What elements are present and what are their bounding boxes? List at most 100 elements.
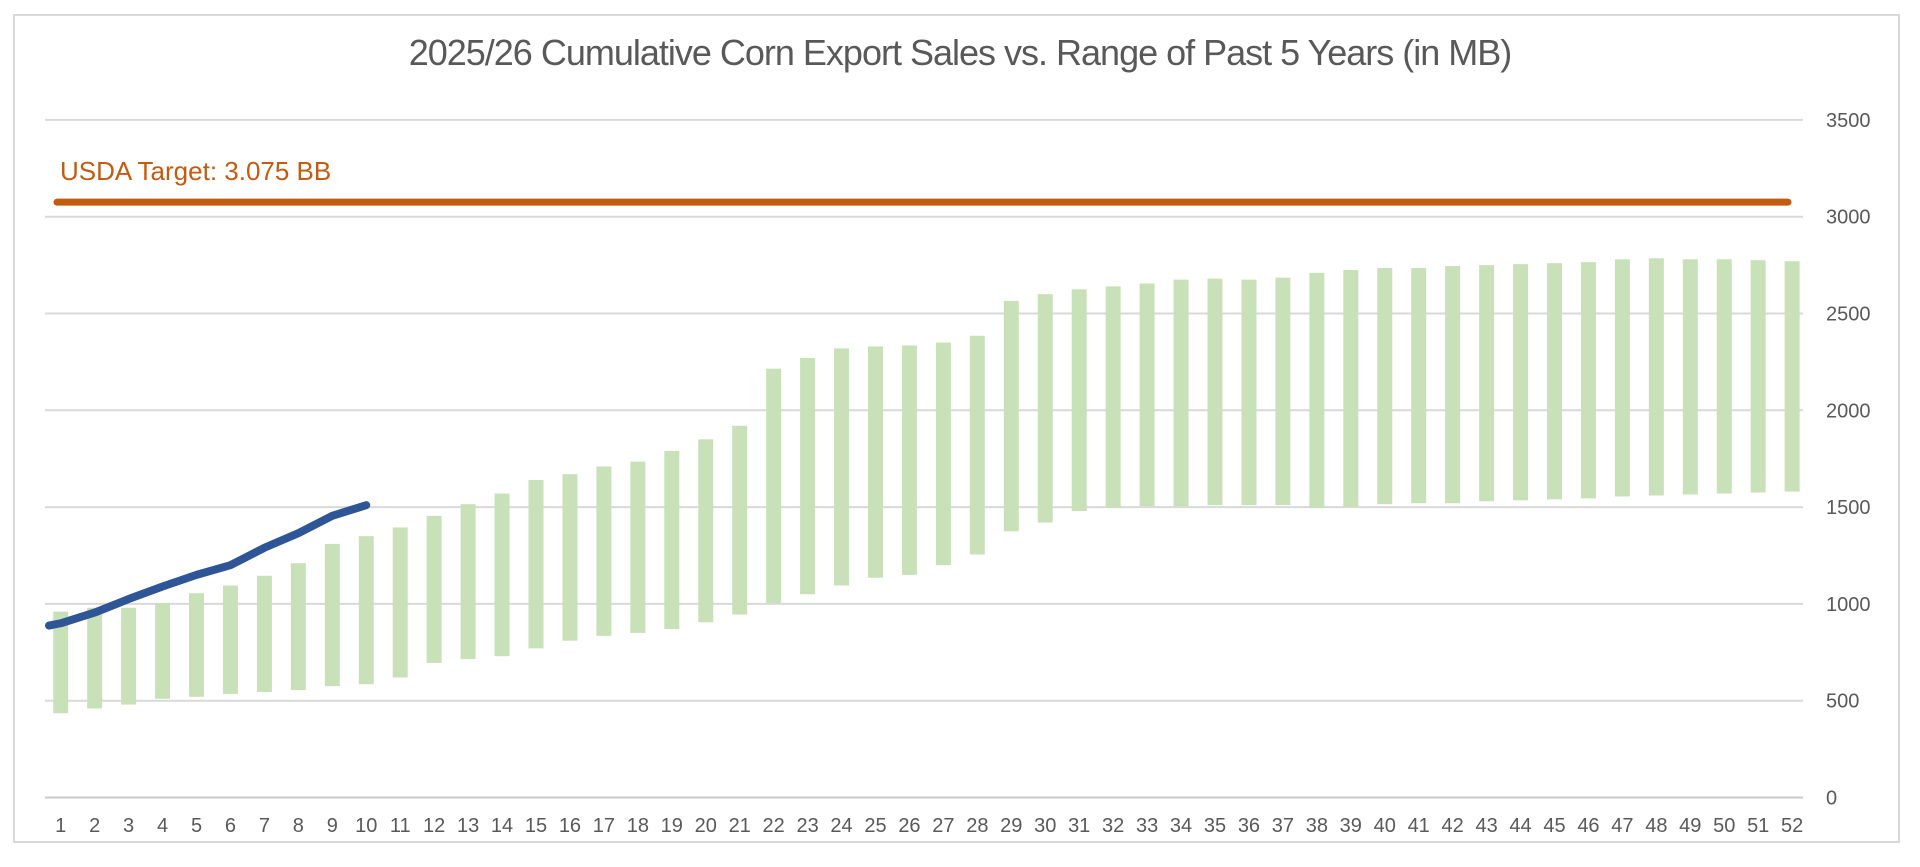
range-bar-week-9 bbox=[324, 543, 340, 687]
range-bar-week-37 bbox=[1275, 277, 1291, 506]
x-axis-week-label: 13 bbox=[457, 815, 479, 837]
x-axis-week-label: 43 bbox=[1475, 815, 1497, 837]
range-bar-week-26 bbox=[901, 345, 917, 575]
x-axis-week-label: 10 bbox=[355, 815, 377, 837]
range-bar-week-38 bbox=[1309, 272, 1325, 509]
range-bar-week-33 bbox=[1139, 283, 1155, 507]
x-axis-week-label: 20 bbox=[695, 815, 717, 837]
range-bar-week-47 bbox=[1614, 259, 1630, 497]
x-axis-week-label: 15 bbox=[525, 815, 547, 837]
x-axis-week-label: 17 bbox=[593, 815, 615, 837]
x-axis-week-label: 4 bbox=[157, 815, 168, 837]
x-axis-week-label: 51 bbox=[1747, 815, 1769, 837]
y-axis-tick-label: 1500 bbox=[1826, 497, 1871, 519]
range-bar-week-32 bbox=[1105, 286, 1121, 509]
range-bar-week-44 bbox=[1513, 264, 1529, 501]
range-bar-week-25 bbox=[868, 346, 883, 578]
range-bar-week-23 bbox=[800, 358, 816, 595]
x-axis-week-label: 27 bbox=[932, 815, 954, 837]
y-axis-tick-label: 3500 bbox=[1826, 110, 1871, 132]
range-bar-week-5 bbox=[189, 593, 204, 697]
range-bar-week-2 bbox=[87, 607, 103, 709]
x-axis-week-label: 30 bbox=[1034, 815, 1056, 837]
range-bar-week-36 bbox=[1241, 279, 1257, 506]
range-bar-week-45 bbox=[1547, 263, 1562, 500]
chart-border bbox=[13, 14, 1900, 843]
x-axis-week-label: 3 bbox=[123, 815, 134, 837]
x-axis-week-label: 44 bbox=[1509, 815, 1531, 837]
range-bar-week-16 bbox=[562, 474, 578, 641]
x-axis-week-label: 9 bbox=[327, 815, 338, 837]
range-bar-week-19 bbox=[664, 450, 680, 630]
x-axis-week-label: 34 bbox=[1170, 815, 1192, 837]
range-bar-week-52 bbox=[1784, 261, 1800, 492]
x-axis-week-label: 14 bbox=[491, 815, 513, 837]
x-axis-week-label: 12 bbox=[423, 815, 445, 837]
range-bar-week-13 bbox=[460, 504, 476, 660]
range-bar-week-40 bbox=[1377, 268, 1393, 505]
x-axis-week-label: 6 bbox=[225, 815, 236, 837]
x-axis-week-label: 40 bbox=[1374, 815, 1396, 837]
range-bar-week-24 bbox=[834, 348, 850, 586]
chart-title: 2025/26 Cumulative Corn Export Sales vs.… bbox=[408, 32, 1513, 73]
range-bar-week-1 bbox=[53, 611, 69, 714]
range-bar-week-49 bbox=[1682, 259, 1698, 495]
range-bar-week-39 bbox=[1343, 269, 1359, 508]
range-bar-week-20 bbox=[698, 439, 714, 623]
x-axis-week-label: 8 bbox=[293, 815, 304, 837]
range-bar-week-22 bbox=[766, 368, 782, 603]
range-bar-week-28 bbox=[969, 335, 985, 555]
range-bar-week-46 bbox=[1580, 262, 1596, 499]
x-axis-week-label: 26 bbox=[898, 815, 920, 837]
y-axis-tick-label: 2500 bbox=[1826, 304, 1871, 326]
range-bar-week-3 bbox=[121, 607, 137, 705]
x-axis-week-label: 39 bbox=[1340, 815, 1362, 837]
x-axis-week-label: 49 bbox=[1679, 815, 1701, 837]
range-bar-week-48 bbox=[1648, 258, 1664, 496]
y-axis-tick-label: 0 bbox=[1826, 788, 1837, 810]
current-year-sales-line bbox=[45, 501, 371, 630]
x-axis-week-label: 35 bbox=[1204, 815, 1226, 837]
y-axis-tick-label: 2000 bbox=[1826, 400, 1871, 422]
x-axis-week-label: 37 bbox=[1272, 815, 1294, 837]
range-bar-week-51 bbox=[1750, 260, 1766, 493]
x-axis-week-label: 22 bbox=[763, 815, 785, 837]
range-bar-week-11 bbox=[392, 527, 408, 678]
x-axis-week-label: 24 bbox=[830, 815, 852, 837]
range-bar-week-27 bbox=[935, 342, 951, 566]
range-bar-week-43 bbox=[1479, 265, 1495, 502]
range-bar-week-10 bbox=[358, 536, 374, 685]
x-axis-week-label: 5 bbox=[191, 815, 202, 837]
range-bar-week-50 bbox=[1716, 259, 1732, 494]
x-axis-week-label: 16 bbox=[559, 815, 581, 837]
range-bar-week-4 bbox=[155, 602, 171, 699]
x-axis-week-label: 33 bbox=[1136, 815, 1158, 837]
x-axis-week-label: 36 bbox=[1238, 815, 1260, 837]
range-bar-week-21 bbox=[732, 425, 748, 615]
y-axis-tick-label: 500 bbox=[1826, 691, 1859, 713]
range-bar-week-8 bbox=[290, 563, 306, 691]
x-axis-week-label: 25 bbox=[864, 815, 886, 837]
x-axis-week-label: 47 bbox=[1611, 815, 1633, 837]
y-axis-tick-label: 3000 bbox=[1826, 207, 1871, 229]
x-axis-week-label: 42 bbox=[1442, 815, 1464, 837]
range-bar-week-7 bbox=[256, 575, 272, 692]
range-bar-week-42 bbox=[1445, 266, 1461, 504]
range-bar-week-31 bbox=[1071, 289, 1087, 511]
x-axis-week-label: 31 bbox=[1068, 815, 1090, 837]
range-bar-week-6 bbox=[222, 585, 238, 694]
x-axis-week-label: 32 bbox=[1102, 815, 1124, 837]
x-axis-week-label: 2 bbox=[89, 815, 100, 837]
range-bar-week-35 bbox=[1207, 278, 1223, 506]
x-axis-week-label: 29 bbox=[1000, 815, 1022, 837]
y-axis-tick-label: 1000 bbox=[1826, 594, 1871, 616]
x-axis-week-label: 45 bbox=[1543, 815, 1565, 837]
range-bar-week-34 bbox=[1173, 279, 1189, 507]
x-axis-week-label: 50 bbox=[1713, 815, 1735, 837]
x-axis-week-label: 7 bbox=[259, 815, 270, 837]
x-axis-week-label: 23 bbox=[796, 815, 818, 837]
x-axis-week-label: 21 bbox=[729, 815, 751, 837]
range-bar-week-30 bbox=[1037, 294, 1053, 523]
